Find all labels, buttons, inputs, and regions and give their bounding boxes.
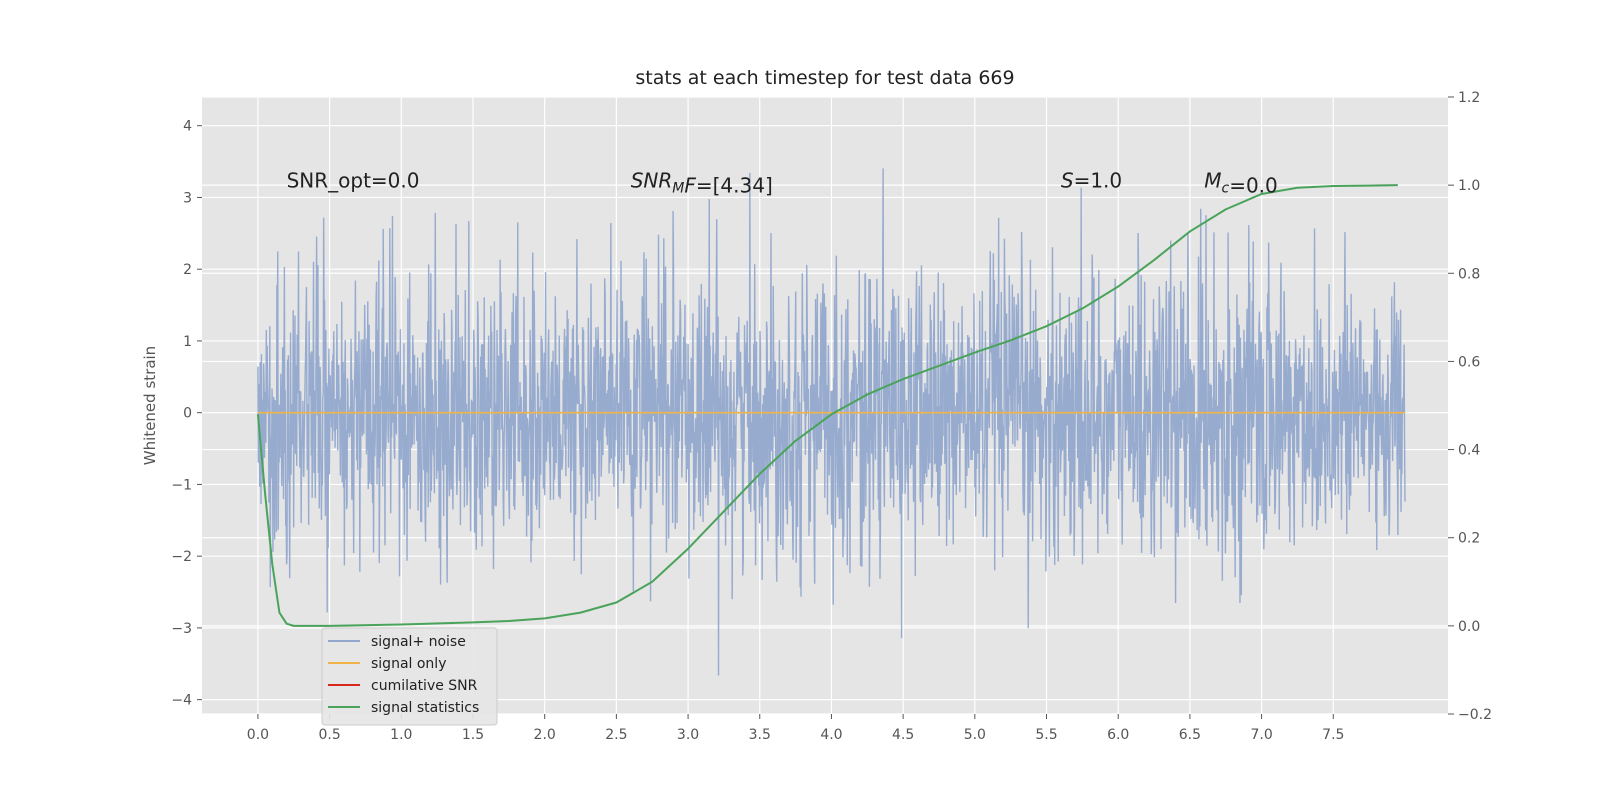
y-tick-label: 1 [183,334,192,350]
x-tick-label: 0.0 [247,727,269,743]
legend: signal+ noise signal only cumilative SNR si… [321,627,498,726]
annotation-3: Mc=0.0 [1204,169,1278,198]
y-tick-label: 3 [183,190,192,206]
legend-label: signal only [371,656,446,672]
y2-tick-label: 0.6 [1458,354,1480,370]
y-tick-label: −2 [171,549,192,565]
annotation-subscript: c [1222,181,1230,197]
x-tick-label: 7.5 [1322,727,1344,743]
x-tick-label: 3.5 [749,727,771,743]
x-tick-label: 7.0 [1250,727,1272,743]
axes-layer: 0.0 0.5 1.0 1.5 2.0 2.5 3.0 3.5 4.0 4.5 5.0 5.5 6.0 6… [171,90,1492,743]
x-tick-label: 1.0 [390,727,412,743]
x-tick-label: 5.5 [1035,727,1057,743]
annotation-italic-rest: F [684,174,696,198]
y-tick-label: −1 [171,477,192,493]
annotation-italic: S [1061,169,1074,193]
legend-label: signal+ noise [371,634,466,650]
annotation-value: =0.0 [1229,174,1278,198]
series-layer [256,168,1406,676]
y-tick-label: −4 [171,693,192,709]
y-tick-label: 0 [183,406,192,422]
x-tick-label: 4.0 [820,727,842,743]
legend-label: signal statistics [371,700,479,716]
y2-tick-label: 0.2 [1458,531,1480,547]
y2-tick-label: 0.0 [1458,619,1480,635]
annotation-0: SNR_opt=0.0 [287,169,420,193]
series-signal-statistics-line [256,184,1398,627]
y-axis-label: Whitened strain [141,346,159,465]
y2-tick-label: 0.8 [1458,266,1480,282]
y2-tick-label: 0.4 [1458,443,1480,459]
x-tick-label: 5.0 [964,727,986,743]
annotation-value: =[4.34] [696,174,773,198]
x-tick-label: 3.0 [677,727,699,743]
annotation-1: SNRMF=[4.34] [631,169,773,198]
y-tick-label: 2 [183,262,192,278]
x-tick-label: 2.5 [605,727,627,743]
y2-tick-label: 1.0 [1458,178,1480,194]
y2-tick-label: −0.2 [1458,707,1492,723]
annotation-2: S=1.0 [1061,169,1122,193]
annotation-subscript: M [672,181,684,197]
x-tick-label: 6.0 [1107,727,1129,743]
annotation-value: =1.0 [1074,169,1123,193]
y-tick-label: 4 [183,119,192,135]
chart-title: stats at each timestep for test data 669 [635,67,1014,89]
x-tick-label: 1.5 [462,727,484,743]
x-tick-label: 0.5 [318,727,340,743]
legend-label: cumilative SNR [371,678,478,694]
x-tick-label: 6.5 [1179,727,1201,743]
x-tick-label: 2.0 [534,727,556,743]
y2-tick-label: 1.2 [1458,90,1480,106]
annotation-layer: SNR_opt=0.0 SNRMF=[4.34] S=1.0 Mc=0.0 [287,169,1278,198]
y-tick-label: −3 [171,621,192,637]
series-signal-noise-line [257,168,1406,676]
legend-box [321,627,498,726]
x-tick-label: 4.5 [892,727,914,743]
annotation-italic: M [1204,169,1221,193]
annotation-italic: SNR [631,169,673,193]
